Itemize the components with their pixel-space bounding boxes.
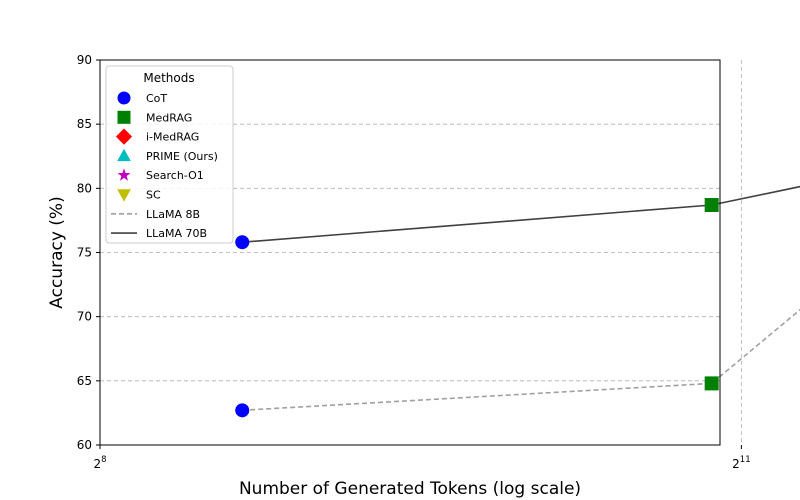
legend-marker-medrag	[117, 110, 131, 124]
legend-label: MedRAG	[146, 111, 192, 124]
x-tick-label: 28	[93, 455, 106, 471]
marker-cot-llama8b	[235, 403, 250, 418]
y-tick-label: 90	[77, 53, 92, 67]
legend-label: LLaMA 8B	[146, 208, 200, 221]
marker-medrag-llama70b	[704, 198, 719, 213]
y-tick-label: 70	[77, 310, 92, 324]
y-tick-label: 85	[77, 117, 92, 131]
x-axis-title: Number of Generated Tokens (log scale)	[239, 479, 581, 499]
x-tick-label: 211	[732, 455, 750, 471]
legend-marker-i-medrag	[115, 128, 133, 145]
legend-label: CoT	[146, 92, 167, 105]
legend-label: SC	[146, 189, 161, 202]
marker-medrag-llama8b	[704, 376, 719, 391]
legend-title: Methods	[143, 71, 194, 85]
legend-label: PRIME (Ours)	[146, 150, 218, 163]
y-axis-ticks: 60 65 70 75 80 85 90	[77, 53, 100, 452]
x-axis-ticks: 28211212213	[93, 445, 751, 471]
series-lines	[242, 185, 800, 412]
data-markers	[235, 198, 719, 418]
legend-marker-sc	[117, 189, 131, 202]
legend: Methods CoT MedRAG i-MedRAG PRIME (Ours) Sea…	[105, 65, 234, 244]
y-tick-label: 80	[77, 181, 92, 195]
y-tick-label: 75	[77, 246, 92, 260]
legend-marker-search-o1	[117, 168, 131, 181]
legend-label: Search-O1	[146, 169, 204, 182]
marker-cot-llama70b	[235, 235, 250, 250]
legend-box	[105, 65, 234, 244]
y-tick-label: 60	[77, 438, 92, 452]
legend-label: LLaMA 70B	[146, 227, 207, 240]
series-line-llama70b	[242, 185, 800, 243]
legend-marker-cot	[117, 91, 131, 105]
y-tick-label: 65	[77, 374, 92, 388]
legend-label: i-MedRAG	[146, 131, 199, 144]
legend-marker-prime-ours	[117, 148, 131, 162]
y-axis-title: Accuracy (%)	[47, 196, 67, 308]
